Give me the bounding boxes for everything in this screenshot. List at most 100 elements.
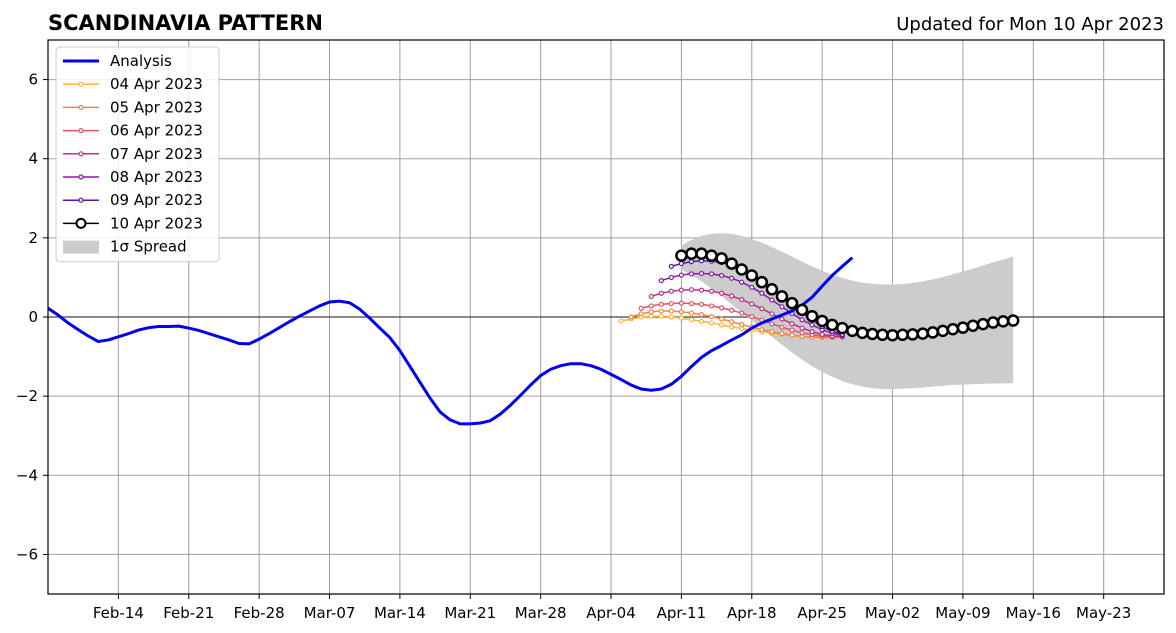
forecast-point [759, 327, 765, 333]
x-tick-label: Apr-04 [586, 604, 636, 622]
current-forecast-point [805, 309, 819, 323]
forecast-point [658, 290, 664, 296]
x-tick-label: Apr-11 [657, 604, 707, 622]
forecast-point [739, 279, 745, 285]
forecast-point [799, 330, 805, 336]
legend-marker-forecast [78, 197, 84, 203]
x-tick-label: May-16 [1006, 604, 1061, 622]
x-tick-label: Apr-18 [727, 604, 777, 622]
x-tick-label: Apr-25 [797, 604, 847, 622]
current-forecast-point [916, 327, 929, 340]
current-forecast-point [976, 317, 990, 331]
legend-marker-forecast [78, 174, 84, 180]
forecast-point [638, 311, 644, 317]
analysis-line [48, 256, 854, 426]
forecast-point [668, 300, 674, 307]
current-forecast-point [715, 252, 728, 265]
current-forecast-point [886, 328, 899, 342]
legend-box [55, 46, 220, 263]
legend-marker-current [75, 217, 87, 229]
forecast-point [719, 316, 725, 322]
y-tick-label: 0 [28, 308, 38, 326]
forecast-point [688, 300, 695, 307]
current-forecast-point [705, 249, 718, 262]
forecast-point [628, 314, 634, 320]
forecast-point [668, 308, 674, 314]
legend-marker-forecast [78, 81, 84, 87]
forecast-point [708, 320, 715, 326]
forecast-point [678, 272, 685, 278]
forecast-point [658, 277, 664, 284]
forecast-point [688, 271, 695, 277]
current-forecast-point [775, 290, 789, 303]
forecast-point [809, 329, 815, 335]
y-tick-label: −4 [16, 466, 38, 484]
forecast-point [729, 307, 735, 313]
legend-marker-forecast [78, 128, 84, 134]
current-forecast-point [675, 249, 688, 262]
legend-label: 08 Apr 2023 [110, 168, 203, 186]
legend-label: 10 Apr 2023 [110, 214, 203, 232]
current-forecast-point [695, 247, 708, 260]
forecast-point [769, 311, 775, 317]
forecast-point [668, 274, 674, 281]
forecast-point [769, 329, 775, 335]
forecast-point [688, 287, 695, 293]
current-forecast-point [755, 275, 769, 289]
current-forecast-point [906, 328, 919, 341]
forecast-point [749, 284, 755, 290]
spread-band [681, 233, 1014, 390]
forecast-point [769, 321, 775, 327]
current-forecast-point [785, 296, 799, 310]
legend-label: 07 Apr 2023 [110, 145, 203, 163]
legend-label: 05 Apr 2023 [110, 98, 203, 116]
legend-label: 1σ Spread [110, 238, 187, 256]
chart-subtitle: Updated for Mon 10 Apr 2023 [896, 14, 1164, 35]
forecast-point [688, 310, 695, 316]
forecast-line [630, 310, 843, 339]
forecast-point [779, 331, 785, 337]
legend-label: Analysis [110, 52, 172, 70]
plot-area: Feb-14 Feb-21 Feb-28 Mar-07 Mar-14 Mar-21 Mar-… [16, 39, 1165, 622]
forecast-point [638, 305, 644, 311]
forecast-point [739, 310, 745, 316]
x-tick-label: Feb-28 [234, 604, 285, 622]
forecast-point [719, 290, 725, 296]
x-tick-label: Mar-07 [304, 604, 356, 622]
x-tick-label: Mar-14 [374, 604, 426, 622]
y-tick-label: 2 [28, 229, 38, 247]
y-tick-label: 4 [28, 150, 38, 168]
x-tick-label: May-02 [865, 604, 920, 622]
x-tick-label: May-09 [935, 604, 990, 622]
forecast-point [729, 319, 735, 325]
forecast-point [618, 318, 624, 324]
forecast-point [658, 313, 664, 319]
forecast-point [658, 301, 664, 307]
current-forecast-point [996, 315, 1010, 328]
forecast-point [708, 314, 715, 320]
forecast-point [698, 318, 705, 324]
forecast-point [799, 317, 805, 323]
forecast-point [688, 317, 695, 323]
legend-label: 04 Apr 2023 [110, 75, 203, 93]
current-forecast-point [795, 303, 809, 317]
current-forecast-point [1006, 314, 1020, 327]
forecast-point [779, 324, 785, 330]
forecast-point [678, 300, 685, 306]
y-tick-label: −2 [16, 387, 38, 405]
current-forecast-point [876, 328, 889, 342]
current-forecast-point [946, 323, 960, 336]
current-forecast-point [866, 327, 879, 341]
forecast-point [789, 321, 795, 327]
forecast-point [688, 259, 695, 265]
forecast-point [729, 293, 735, 299]
forecast-point [698, 287, 705, 293]
forecast-point [668, 288, 674, 294]
forecast-point [769, 297, 775, 303]
y-tick-label: 6 [28, 71, 38, 89]
forecast-point [809, 322, 815, 328]
forecast-point [708, 271, 715, 277]
current-forecast-point [956, 321, 970, 334]
forecast-point [708, 303, 715, 309]
